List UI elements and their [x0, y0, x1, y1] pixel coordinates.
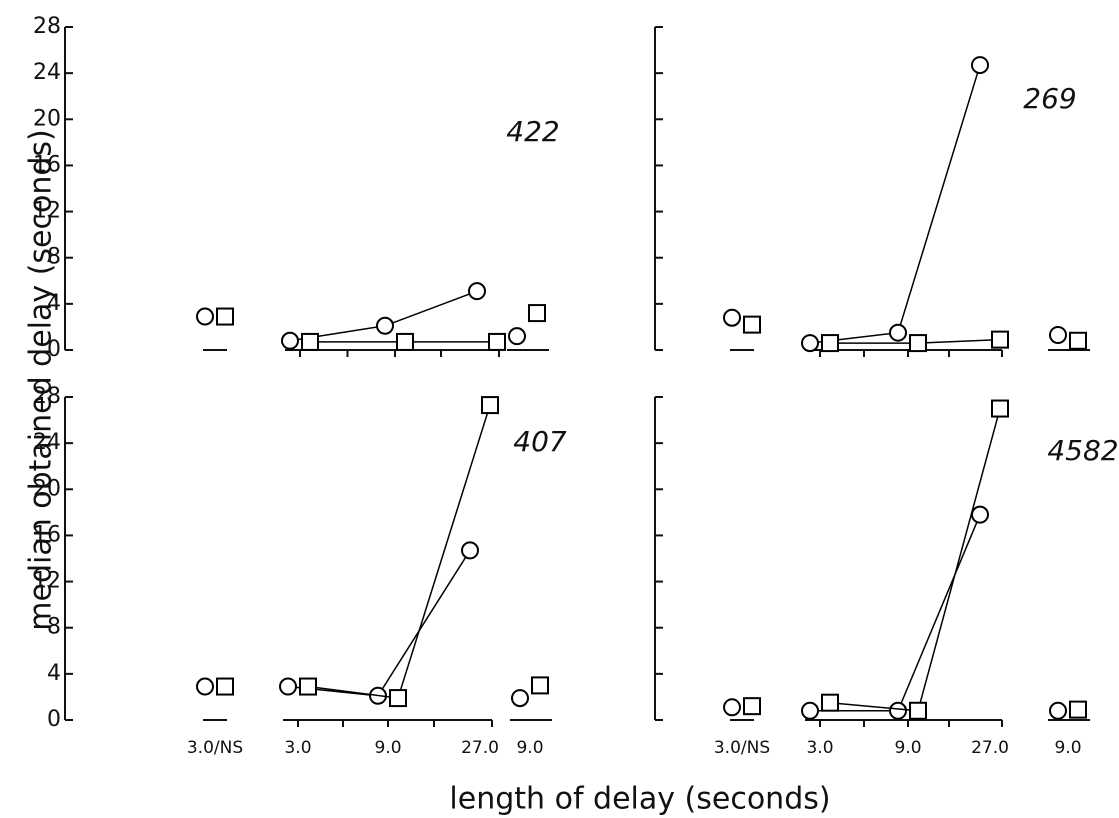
square-marker — [528, 304, 546, 323]
x-tick-label: 3.0 — [806, 738, 833, 758]
circle-marker — [508, 327, 526, 346]
series-line — [810, 514, 981, 712]
circle-marker — [889, 323, 907, 342]
y-tick-label: 12 — [33, 199, 61, 224]
square-marker — [299, 677, 317, 696]
x-tick-label: 9.0 — [894, 738, 921, 758]
square-marker — [743, 315, 761, 334]
x-tick-label: 3.0 — [284, 738, 311, 758]
x-tick-label: 9.0 — [374, 738, 401, 758]
y-tick-label: 8 — [47, 615, 61, 640]
y-tick-label: 0 — [47, 337, 61, 362]
y-tick-label: 28 — [33, 14, 61, 39]
y-tick-label: 8 — [47, 245, 61, 270]
square-marker — [301, 332, 319, 351]
panel-label: 4582 — [1047, 434, 1118, 467]
y-axis-title: median obtained delay (seconds) — [24, 129, 59, 630]
circle-marker — [281, 331, 299, 350]
circle-marker — [801, 334, 819, 353]
y-tick-label: 20 — [33, 106, 61, 131]
square-marker — [909, 701, 927, 720]
y-tick-label: 4 — [47, 661, 61, 686]
panel-label: 269 — [1023, 82, 1076, 115]
y-tick-label: 24 — [33, 430, 61, 455]
square-marker — [821, 334, 839, 353]
circle-marker — [801, 701, 819, 720]
y-tick-label: 24 — [33, 60, 61, 85]
circle-marker — [889, 701, 907, 720]
circle-marker — [971, 505, 989, 524]
square-marker — [531, 676, 549, 695]
square-marker — [488, 332, 506, 351]
x-tick-label: 9.0 — [516, 738, 543, 758]
y-tick-label: 0 — [47, 707, 61, 732]
square-marker — [991, 330, 1009, 349]
y-tick-label: 16 — [33, 152, 61, 177]
y-tick-label: 28 — [33, 384, 61, 409]
circle-marker — [723, 698, 741, 717]
square-marker — [481, 396, 499, 415]
square-marker — [389, 689, 407, 708]
circle-marker — [196, 677, 214, 696]
x-tick-label: 9.0 — [1054, 738, 1081, 758]
x-axis-title: length of delay (seconds) — [449, 782, 830, 817]
y-tick-label: 12 — [33, 569, 61, 594]
square-marker — [216, 677, 234, 696]
panel-label: 422 — [506, 115, 559, 148]
square-marker — [396, 332, 414, 351]
square-marker — [1069, 331, 1087, 350]
circle-marker — [1049, 326, 1067, 345]
square-marker — [909, 334, 927, 353]
series-line — [287, 550, 471, 697]
circle-marker — [723, 308, 741, 327]
circle-marker — [511, 689, 529, 708]
square-marker — [743, 697, 761, 716]
circle-marker — [196, 307, 214, 326]
x-tick-label: 3.0/NS — [187, 738, 243, 758]
x-tick-label: 3.0/NS — [714, 738, 770, 758]
circle-marker — [971, 56, 989, 75]
x-tick-label: 27.0 — [971, 738, 1009, 758]
y-tick-label: 4 — [47, 291, 61, 316]
x-tick-label: 27.0 — [461, 738, 499, 758]
circle-marker — [461, 541, 479, 560]
y-tick-label: 20 — [33, 476, 61, 501]
panel-label: 407 — [513, 425, 567, 458]
circle-marker — [279, 677, 297, 696]
square-marker — [1069, 700, 1087, 719]
circle-marker — [468, 282, 486, 301]
square-marker — [216, 307, 234, 326]
series-line — [809, 64, 981, 344]
series-line — [829, 408, 1001, 712]
circle-marker — [376, 316, 394, 335]
square-marker — [991, 399, 1009, 418]
circle-marker — [1049, 701, 1067, 720]
y-tick-label: 16 — [33, 522, 61, 547]
square-marker — [821, 693, 839, 712]
